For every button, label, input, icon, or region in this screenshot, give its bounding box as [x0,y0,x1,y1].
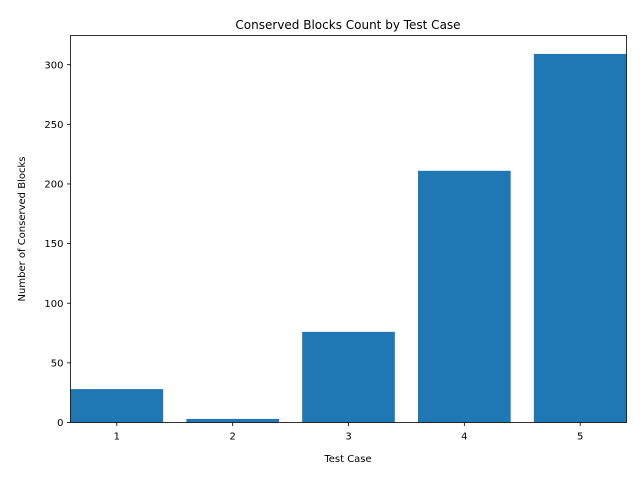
x-axis-label: Test Case [323,454,371,465]
x-axis-ticks: 1 2 3 4 5 [114,422,583,443]
y-tick-label: 0 [57,418,63,429]
x-tick-label: 4 [461,432,467,443]
y-tick-label: 150 [44,239,63,250]
bar-5 [533,53,627,423]
x-tick-label: 2 [229,432,235,443]
y-axis-ticks: 0 50 100 150 200 250 300 [44,60,71,429]
y-axis-label: Number of Conserved Blocks [17,157,28,302]
y-tick-label: 50 [51,358,64,369]
bar-1 [70,389,164,423]
bar-3 [302,331,395,423]
y-tick-label: 250 [44,120,63,131]
y-tick-label: 100 [44,299,63,310]
x-tick-label: 3 [345,432,351,443]
chart-title: Conserved Blocks Count by Test Case [235,18,460,32]
bars-layer [70,53,627,423]
y-tick-label: 200 [44,180,63,191]
y-tick-label: 300 [44,60,63,71]
x-tick-label: 5 [577,432,583,443]
bar-2 [186,418,279,423]
x-tick-label: 1 [114,432,120,443]
bar-4 [418,170,511,423]
